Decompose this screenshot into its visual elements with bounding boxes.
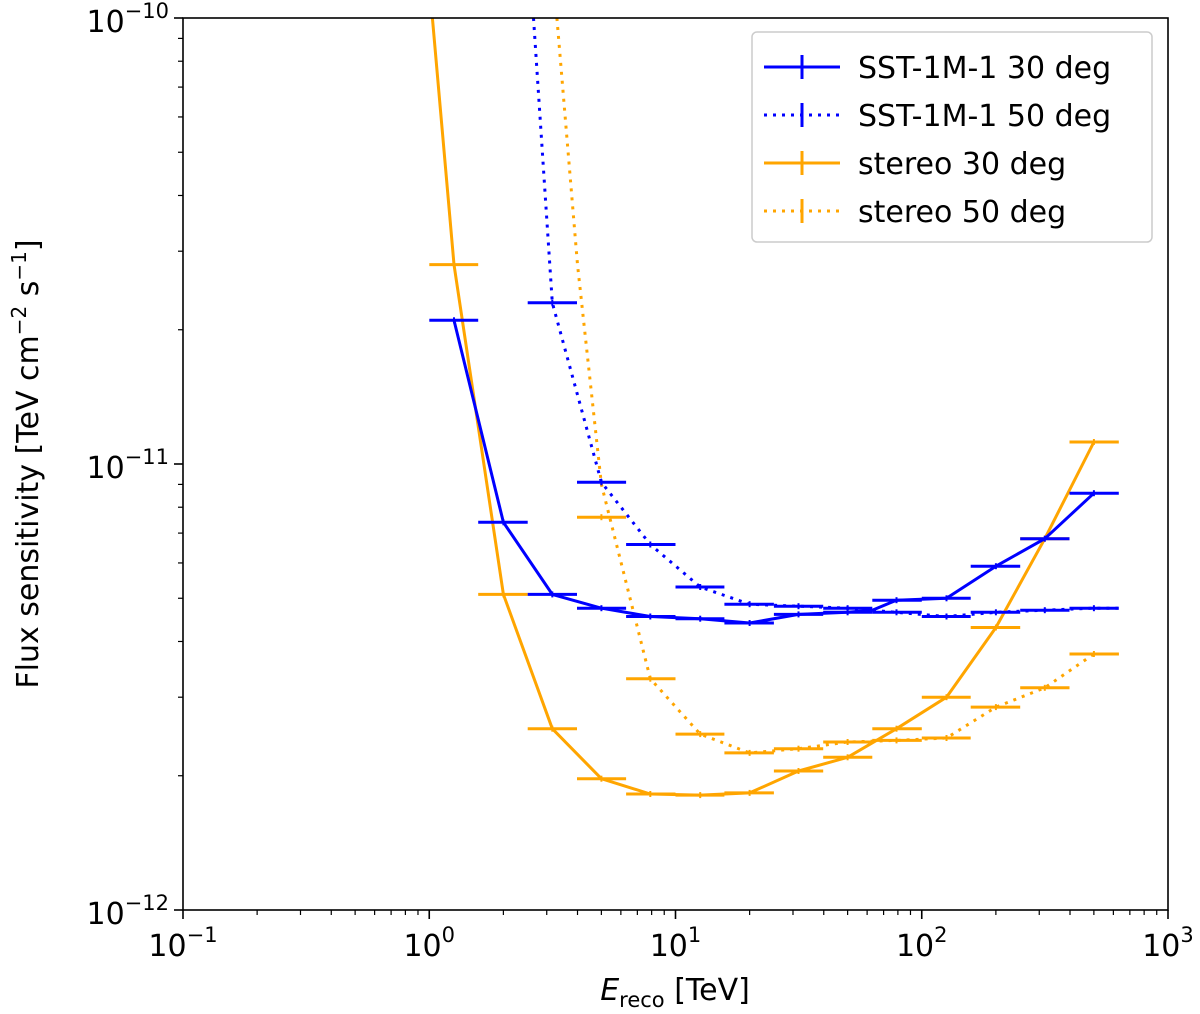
x-axis-label-rest: [TeV] <box>665 973 750 1008</box>
x-axis-label-sub: reco <box>619 988 665 1012</box>
series-1 <box>527 18 1119 620</box>
y-axis-label-end: ] <box>11 239 46 251</box>
y-axis-label-text: Flux sensitivity [TeV cm <box>11 335 46 688</box>
x-tick-label: 103 <box>1142 923 1194 964</box>
x-tick-label: 100 <box>403 923 455 964</box>
x-axis-label: Ereco [TeV] <box>600 973 750 1012</box>
y-axis-label-exp2: −1 <box>7 251 31 280</box>
y-tick-label: 10−10 <box>86 0 169 40</box>
series-0 <box>429 317 1119 626</box>
series-3 <box>555 18 1119 756</box>
y-tick-label: 10−11 <box>86 445 169 486</box>
y-axis-label-mid: s <box>11 281 46 306</box>
legend-label-stereo-30: stereo 30 deg <box>858 147 1066 182</box>
legend-keys <box>764 55 840 223</box>
legend-label-sst-30: SST-1M-1 30 deg <box>858 51 1111 86</box>
y-axis-label-exp1: −2 <box>7 306 31 335</box>
legend: SST-1M-1 30 deg SST-1M-1 50 deg stereo 3… <box>751 31 1153 243</box>
series-layer <box>429 18 1119 799</box>
y-tick-label: 10−12 <box>86 891 169 932</box>
x-tick-label: 102 <box>896 923 948 964</box>
x-axis-label-main: E <box>600 973 619 1008</box>
legend-label-stereo-50: stereo 50 deg <box>858 195 1066 230</box>
legend-frame <box>751 31 1153 243</box>
ticks-layer: 10−1 100 101 102 103 10−12 10−11 10−10 <box>86 0 1193 964</box>
y-axis-label: Flux sensitivity [TeV cm−2 s−1] <box>7 239 46 688</box>
x-tick-label: 10−1 <box>148 923 217 964</box>
legend-label-sst-50: SST-1M-1 50 deg <box>858 99 1111 134</box>
x-tick-label: 101 <box>650 923 702 964</box>
